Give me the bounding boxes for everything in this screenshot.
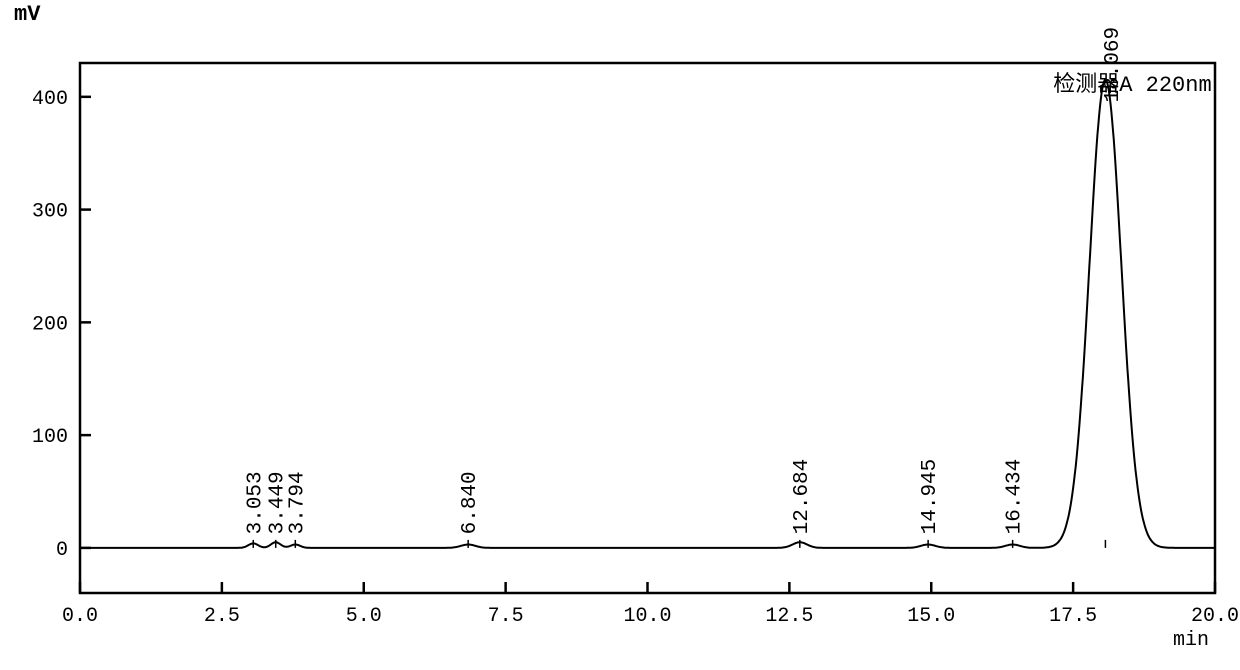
x-tick-label: 7.5 <box>488 605 524 628</box>
y-tick-label: 300 <box>32 201 68 224</box>
x-tick-label: 10.0 <box>623 605 671 628</box>
y-tick-label: 200 <box>32 313 68 336</box>
peak-label: 3.794 <box>286 471 309 534</box>
x-tick-label: 2.5 <box>204 605 240 628</box>
detector-annotation: 检测器A 220nm <box>1053 72 1211 98</box>
peak-label: 16.434 <box>1004 459 1027 535</box>
y-tick-label: 400 <box>32 88 68 111</box>
peak-label: 12.684 <box>791 459 814 535</box>
y-tick-label: 0 <box>56 539 68 562</box>
x-tick-label: 0.0 <box>62 605 98 628</box>
peak-label: 6.840 <box>459 471 482 534</box>
x-tick-label: 12.5 <box>765 605 813 628</box>
x-tick-label: 20.0 <box>1191 605 1239 628</box>
chart-container: mV 0.02.55.07.510.012.515.017.520.001002… <box>0 0 1240 670</box>
chromatogram-svg: 0.0 2.5 5.0 7.5 10.0 12.5 15.0 17.5 20.0 0 100 200 3… <box>0 0 1240 670</box>
x-tick-label: 17.5 <box>1049 605 1097 628</box>
x-axis-unit: min <box>1173 629 1209 652</box>
x-tick-label: 5.0 <box>346 605 382 628</box>
y-tick-label: 100 <box>32 426 68 449</box>
peak-label: 14.945 <box>919 459 942 535</box>
x-tick-label: 15.0 <box>907 605 955 628</box>
peak-label: 3.053 <box>244 471 267 534</box>
